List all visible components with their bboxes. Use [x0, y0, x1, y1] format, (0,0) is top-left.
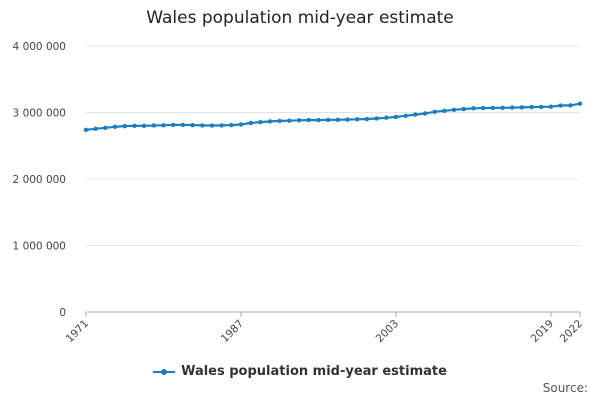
data-point[interactable] — [83, 127, 89, 132]
data-point[interactable] — [180, 122, 186, 128]
data-point[interactable] — [325, 117, 331, 123]
data-point[interactable] — [577, 101, 583, 106]
data-point[interactable] — [219, 123, 224, 128]
x-tick-label: 1987 — [219, 318, 246, 345]
data-point[interactable] — [374, 116, 379, 121]
data-point[interactable] — [509, 105, 515, 110]
data-point[interactable] — [471, 106, 476, 111]
y-axis-ticks: 0 1 000 000 2 000 000 3 000 000 4 000 000 — [13, 41, 66, 319]
data-point[interactable] — [200, 123, 205, 128]
legend-label: Wales population mid-year estimate — [181, 364, 447, 379]
data-point[interactable] — [277, 118, 282, 124]
data-point[interactable] — [267, 119, 273, 124]
data-point[interactable] — [393, 114, 399, 120]
data-point[interactable] — [355, 117, 360, 122]
data-point[interactable] — [287, 118, 292, 123]
data-point[interactable] — [209, 123, 215, 128]
data-point[interactable] — [103, 125, 108, 130]
data-point[interactable] — [432, 109, 437, 115]
data-point[interactable] — [93, 126, 98, 131]
data-point[interactable] — [151, 123, 157, 128]
data-point[interactable] — [335, 117, 341, 123]
y-tick-label: 1 000 000 — [13, 241, 66, 253]
data-point[interactable] — [316, 117, 321, 123]
data-point[interactable] — [422, 111, 428, 116]
data-point[interactable] — [480, 105, 486, 111]
data-point[interactable] — [306, 117, 311, 123]
x-axis-ticks: 1971 1987 2003 2019 2022 — [64, 312, 585, 345]
data-point[interactable] — [132, 123, 137, 129]
data-point[interactable] — [112, 124, 118, 129]
y-tick-label: 4 000 000 — [13, 41, 66, 53]
data-point[interactable] — [548, 104, 554, 109]
data-point[interactable] — [170, 122, 176, 128]
data-point[interactable] — [384, 115, 389, 120]
series-line — [85, 102, 581, 131]
data-point[interactable] — [296, 118, 302, 123]
data-point[interactable] — [413, 112, 418, 117]
data-point[interactable] — [190, 122, 195, 128]
x-tick-label: 2019 — [529, 318, 556, 345]
data-point[interactable] — [161, 123, 166, 128]
data-point[interactable] — [519, 105, 525, 110]
data-point[interactable] — [558, 103, 563, 108]
data-point[interactable] — [403, 113, 408, 119]
source-label: Source: — [542, 381, 588, 395]
data-point[interactable] — [248, 120, 253, 126]
data-point[interactable] — [122, 123, 127, 129]
gridlines — [86, 45, 580, 246]
series-group — [83, 101, 583, 132]
data-point[interactable] — [364, 116, 370, 122]
legend[interactable]: Wales population mid-year estimate — [0, 364, 600, 379]
x-tick-label: 1971 — [64, 318, 91, 345]
data-point[interactable] — [539, 104, 544, 110]
data-point[interactable] — [451, 107, 457, 113]
y-tick-label: 3 000 000 — [13, 108, 66, 120]
y-tick-label: 2 000 000 — [13, 174, 66, 186]
chart-title: Wales population mid-year estimate — [146, 8, 454, 28]
data-point[interactable] — [345, 117, 350, 122]
data-point[interactable] — [238, 122, 244, 127]
data-point[interactable] — [229, 122, 234, 128]
data-point[interactable] — [500, 105, 505, 110]
data-point[interactable] — [568, 103, 573, 108]
y-tick-label: 0 — [59, 307, 66, 319]
x-tick-label: 2003 — [374, 318, 401, 345]
data-point[interactable] — [141, 123, 147, 128]
data-point[interactable] — [442, 108, 447, 114]
data-point[interactable] — [529, 104, 534, 110]
data-point[interactable] — [490, 105, 496, 111]
legend-line-marker-icon — [153, 366, 176, 378]
data-point[interactable] — [461, 106, 466, 112]
x-tick-label: 2022 — [558, 318, 585, 345]
data-point[interactable] — [258, 119, 263, 125]
